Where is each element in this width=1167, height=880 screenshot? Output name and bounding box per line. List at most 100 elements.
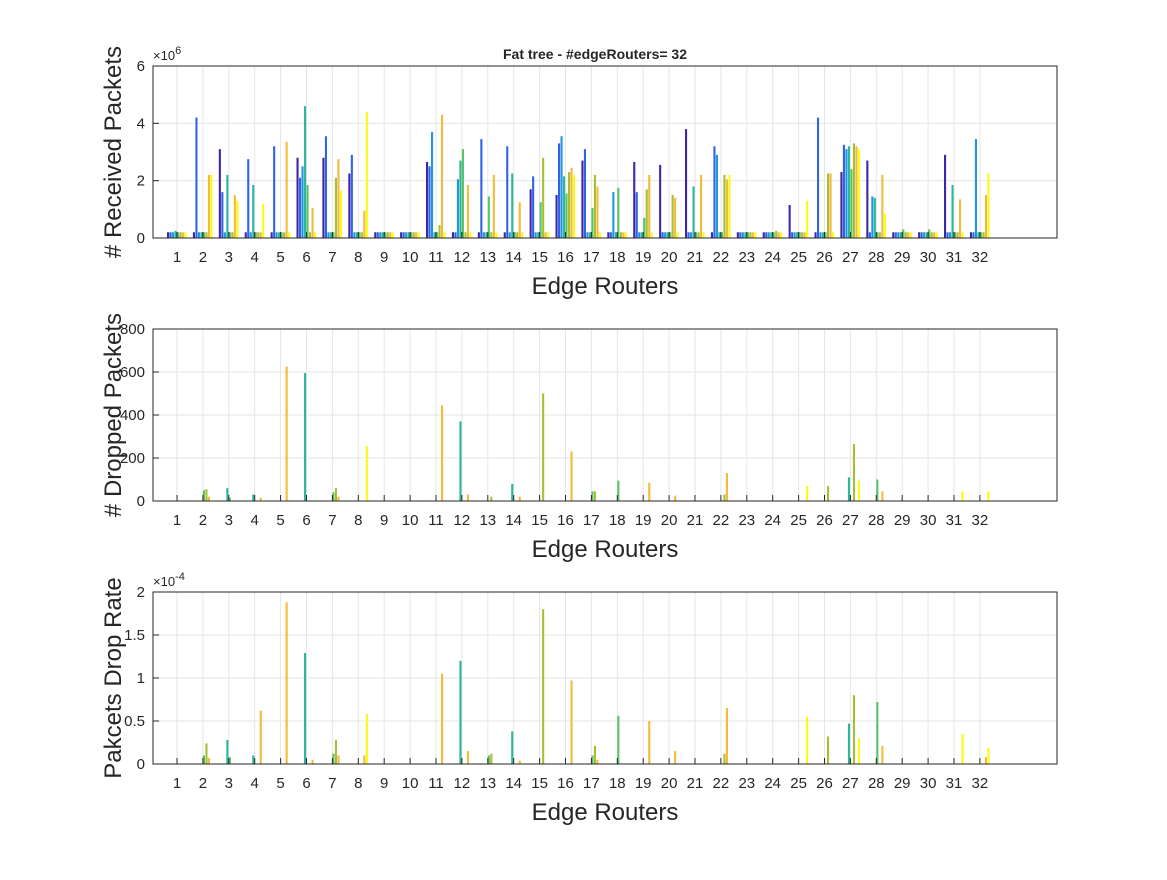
y-tick-label: 800 [120,321,145,338]
bar-r12-s8 [469,232,472,238]
bar-r27-s4 [847,146,850,238]
bar-r12-s4 [459,660,462,764]
bar-r7-s2 [324,136,327,238]
bar-r10-s4 [407,232,410,238]
bar-r11-s2 [428,166,431,238]
bar-r32-s5 [979,232,982,238]
bar-r2-s7 [207,757,210,764]
bar-r24-s2 [765,232,768,238]
bar-r8-s6 [360,232,363,238]
x-tick-label: 8 [354,249,362,266]
bar-r10-s2 [402,232,405,238]
grid [153,65,1057,239]
bar-r31-s4 [951,184,954,238]
bar-r30-s8 [935,232,938,238]
y-tick-label: 0 [137,756,145,773]
bar-r3-s1 [218,149,221,238]
bar-r17-s5 [591,755,594,764]
bar-r27-s3 [845,149,848,238]
grid [153,328,1057,502]
bar-r22-s5 [720,232,723,238]
bar-r1-s5 [177,232,180,238]
bar-r2-s1 [192,232,195,238]
bar-r17-s7 [596,186,599,238]
bar-r23-s3 [741,232,744,238]
bar-r20-s3 [664,232,667,238]
bar-r20-s2 [661,232,664,238]
x-axis-label: Edge Routers [532,799,679,826]
x-tick-label: 3 [225,512,233,529]
x-tick-label: 30 [920,249,937,266]
bar-r27-s6 [852,444,855,501]
y-tick-label: 1.5 [124,627,145,644]
bar-r6-s2 [299,177,302,238]
bar-r9-s1 [374,232,377,238]
bar-r29-s5 [902,229,905,238]
bar-r30-s3 [923,232,926,238]
y-axis-label: # Received Packets [100,46,127,258]
bar-r22-s1 [710,232,713,238]
x-tick-label: 32 [972,775,989,792]
bar-r27-s6 [852,143,855,238]
bar-r22-s7 [725,473,728,501]
bar-r18-s4 [614,232,617,238]
bar-r16-s7 [570,680,573,764]
bar-r22-s6 [723,494,726,501]
bar-r17-s2 [583,149,586,238]
bar-r29-s2 [894,232,897,238]
bar-r20-s5 [669,232,672,238]
bar-r19-s3 [638,232,641,238]
y-axis-label: Pakcets Drop Rate [100,577,127,778]
bar-r23-s7 [751,232,754,238]
bar-r13-s4 [485,232,488,238]
bar-r11-s5 [436,232,439,238]
x-tick-label: 18 [609,775,626,792]
bar-r6-s4 [304,653,307,764]
bar-r14-s5 [513,232,516,238]
bar-r15-s6 [542,609,545,764]
bar-r2-s8 [210,174,213,238]
bar-r7-s4 [329,232,332,238]
bar-r17-s3 [586,232,589,238]
y-tick-label: 400 [120,407,145,424]
x-tick-label: 28 [868,512,885,529]
bar-r28-s7 [881,174,884,238]
bar-r15-s3 [534,232,537,238]
bar-r8-s5 [358,232,361,238]
bar-r31-s7 [959,199,962,238]
bar-r3-s8 [236,200,239,238]
x-tick-label: 30 [920,512,937,529]
bar-r23-s1 [736,232,739,238]
x-tick-label: 26 [816,249,833,266]
bar-r7-s6 [334,177,337,238]
x-tick-label: 27 [842,249,859,266]
bar-r8-s4 [355,232,358,238]
bar-r21-s3 [690,232,693,238]
bar-r26-s2 [817,117,820,238]
bar-r13-s3 [482,232,485,238]
bar-r6-s1 [296,157,299,238]
bar-r23-s8 [754,232,757,238]
x-tick-label: 15 [531,775,548,792]
bar-r6-s4 [304,106,307,238]
bars [167,106,990,238]
x-tick-label: 14 [505,775,522,792]
bar-r27-s7 [855,146,858,238]
bar-r1-s8 [184,232,187,238]
bar-r24-s3 [767,232,770,238]
bar-r28-s4 [873,197,876,238]
x-tick-label: 27 [842,512,859,529]
bar-r2-s7 [207,496,210,501]
bar-r2-s5 [202,232,205,238]
bar-r32-s8 [987,747,990,764]
x-tick-label: 25 [790,512,807,529]
bar-r22-s4 [718,232,721,238]
bar-r9-s6 [386,232,389,238]
x-tick-label: 32 [972,249,989,266]
x-tick-label: 14 [505,249,522,266]
bar-r25-s2 [791,232,794,238]
y-tick-label: 600 [120,364,145,381]
bar-r7-s8 [339,190,342,238]
x-tick-label: 15 [531,249,548,266]
